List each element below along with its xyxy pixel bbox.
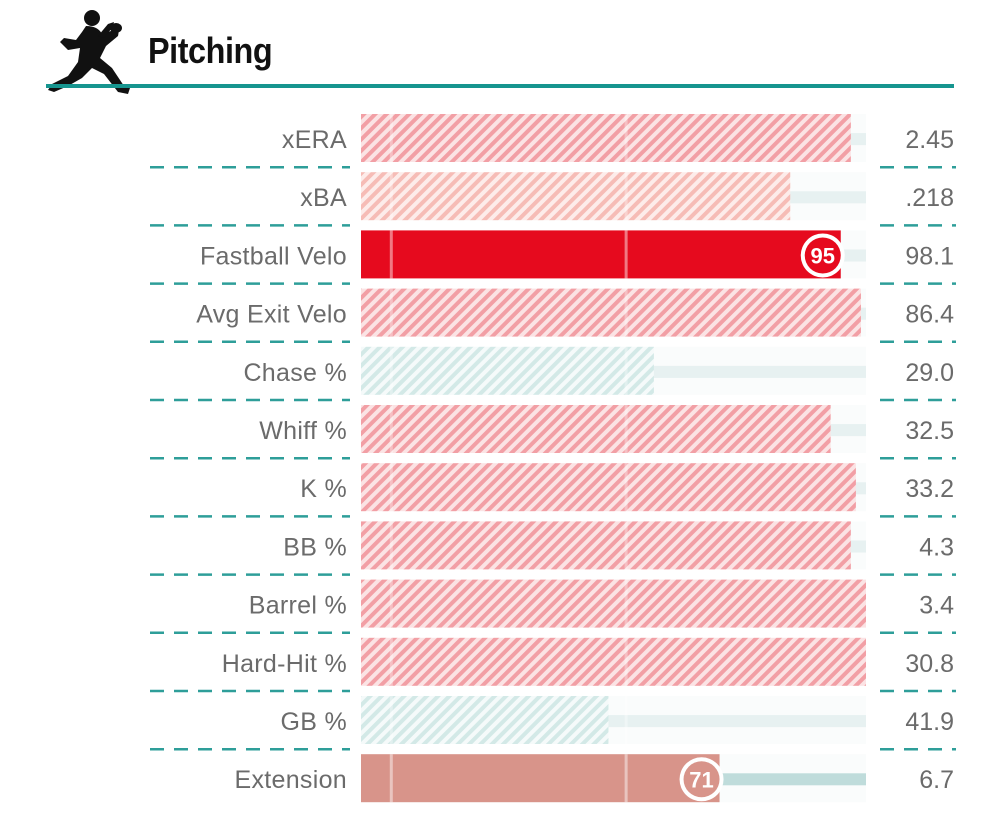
metric-value: 33.2 xyxy=(905,475,954,503)
pitcher-silhouette-icon xyxy=(48,10,130,94)
metric-row: K % 33.2 xyxy=(150,463,956,518)
percentile-badge-label: 71 xyxy=(689,767,713,792)
percentile-bar xyxy=(361,637,866,686)
section-header: Pitching xyxy=(0,0,997,100)
metric-row: Whiff % 32.5 xyxy=(150,405,956,460)
percentile-bar xyxy=(361,346,654,395)
metric-row: xBA .218 xyxy=(150,172,956,227)
percentile-bar xyxy=(361,696,609,744)
percentile-badge xyxy=(804,237,841,274)
metric-label: GB % xyxy=(281,708,348,736)
percentile-bar xyxy=(361,405,831,453)
percentile-bar xyxy=(361,579,866,628)
metric-row: Hard-Hit % 30.8 xyxy=(150,637,956,693)
metric-label: BB % xyxy=(283,533,347,561)
metric-row: BB % 4.3 xyxy=(150,521,956,576)
metric-label: xERA xyxy=(282,126,347,154)
percentile-bar xyxy=(361,521,851,570)
metric-row: 95 Fastball Velo 98.1 xyxy=(150,230,956,285)
metric-row: Barrel % 3.4 xyxy=(150,579,956,635)
percentile-badge-label: 95 xyxy=(811,244,835,269)
percentile-badge xyxy=(683,761,720,798)
metric-value: 3.4 xyxy=(919,592,954,620)
metric-value: 30.8 xyxy=(905,650,954,678)
metric-row: xERA 2.45 xyxy=(150,114,956,169)
metric-value: .218 xyxy=(905,184,954,212)
metric-row: GB % 41.9 xyxy=(150,696,956,751)
percentile-bar xyxy=(361,288,861,337)
percentile-bar xyxy=(361,754,720,803)
metric-label: K % xyxy=(300,475,347,503)
metric-row: Chase % 29.0 xyxy=(150,346,956,402)
metric-value: 6.7 xyxy=(919,766,954,794)
metric-label: xBA xyxy=(300,184,347,212)
percentile-bar xyxy=(361,463,856,512)
metric-label: Barrel % xyxy=(249,592,347,620)
metric-value: 2.45 xyxy=(905,126,954,154)
metric-label: Fastball Velo xyxy=(200,242,347,270)
metric-value: 98.1 xyxy=(905,242,954,270)
header-rule xyxy=(46,84,954,88)
percentile-bar xyxy=(361,114,851,162)
metric-value: 29.0 xyxy=(905,359,954,387)
metric-row: Avg Exit Velo 86.4 xyxy=(150,288,956,344)
metric-label: Hard-Hit % xyxy=(222,650,347,678)
metric-label: Whiff % xyxy=(259,417,347,445)
metric-row: 71 Extension 6.7 xyxy=(235,754,954,803)
page-title: Pitching xyxy=(148,30,273,71)
percentile-bar xyxy=(361,172,791,221)
metric-label: Chase % xyxy=(243,359,347,387)
metric-value: 41.9 xyxy=(905,708,954,736)
metric-value: 86.4 xyxy=(905,301,954,329)
metric-label: Avg Exit Velo xyxy=(196,301,347,329)
metric-label: Extension xyxy=(235,766,348,794)
percentile-bar xyxy=(361,230,841,279)
metric-value: 4.3 xyxy=(919,533,954,561)
metric-value: 32.5 xyxy=(905,417,954,445)
